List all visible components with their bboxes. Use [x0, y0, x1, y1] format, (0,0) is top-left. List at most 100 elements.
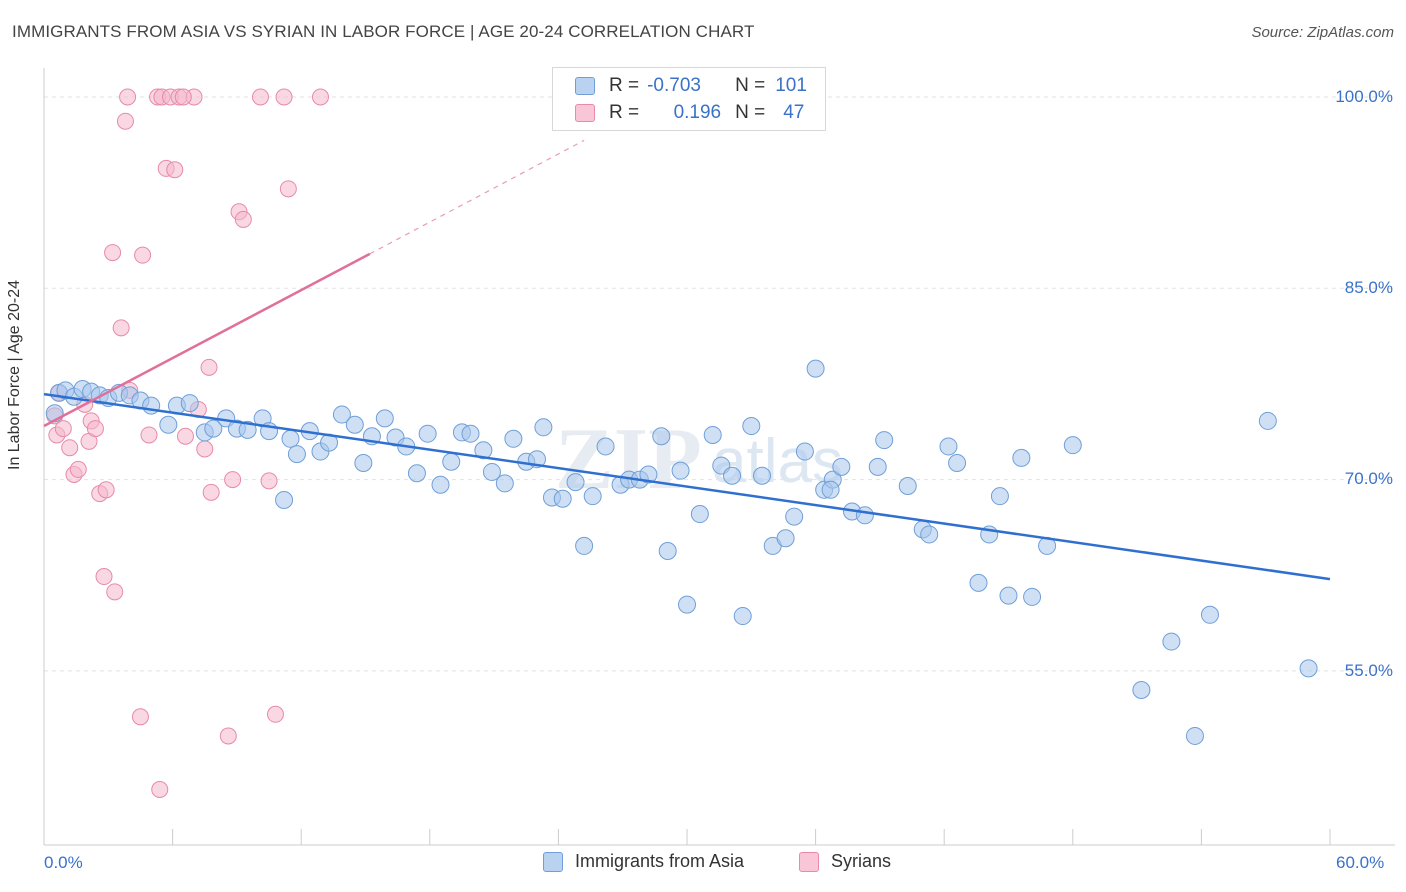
asia-point	[795, 442, 814, 461]
bottom-legend-asia: Immigrants from Asia	[543, 851, 744, 872]
legend-r-label: R =	[609, 102, 640, 123]
asia-point	[1063, 436, 1082, 455]
bottom-legend-label-asia: Immigrants from Asia	[575, 851, 745, 871]
syrians-trend-line	[43, 252, 371, 428]
syrians-point	[219, 727, 237, 745]
legend-n-label: N =	[735, 75, 766, 96]
trend-lines	[43, 139, 1331, 581]
legend-n-value: 47	[783, 102, 805, 123]
y-tick-55: 55.0%	[1344, 661, 1393, 680]
svg-text:ZIP: ZIP	[555, 411, 702, 508]
asia-point	[553, 489, 572, 508]
legend-r-value: 0.196	[673, 102, 722, 123]
asia-point	[275, 491, 294, 510]
asia-point	[407, 464, 426, 483]
asia-point	[806, 359, 825, 378]
syrians-point	[311, 88, 329, 106]
syrians-point	[202, 483, 220, 501]
syrians-point	[112, 319, 130, 337]
correlation-legend: R = -0.703 N = 101 R = 0.196 N = 47	[552, 67, 826, 131]
asia-point	[442, 452, 461, 471]
syrians-point	[61, 439, 79, 457]
asia-point	[566, 473, 585, 492]
asia-point	[281, 429, 300, 448]
asia-point	[583, 487, 602, 506]
syrians-point	[176, 427, 194, 445]
legend-swatch-blue	[575, 77, 595, 95]
x-tick-min: 0.0%	[44, 853, 83, 872]
axes	[43, 68, 1395, 846]
asia-point	[534, 418, 553, 437]
syrians-point	[200, 358, 218, 376]
asia-point	[1200, 605, 1219, 624]
syrians-point	[104, 244, 122, 262]
series-immigrants-from-asia	[45, 359, 1318, 745]
asia-point	[658, 542, 677, 561]
syrians-point	[174, 88, 192, 106]
legend-swatch-pink	[575, 104, 595, 122]
asia-point	[703, 425, 722, 444]
x-tick-max: 60.0%	[1336, 853, 1385, 872]
asia-point	[678, 595, 696, 614]
chart-title: IMMIGRANTS FROM ASIA VS SYRIAN IN LABOR …	[12, 22, 755, 41]
asia-point	[776, 529, 795, 548]
syrians-point	[279, 180, 297, 198]
y-tick-70: 70.0%	[1344, 469, 1393, 488]
syrians-point	[116, 112, 134, 130]
syrians-point	[151, 781, 169, 799]
asia-point	[495, 474, 514, 493]
syrians-point	[234, 210, 252, 228]
asia-point	[652, 427, 671, 446]
syrians-point	[251, 88, 269, 106]
asia-point	[785, 507, 804, 526]
y-tick-100: 100.0%	[1335, 87, 1393, 106]
syrians-point	[140, 426, 158, 444]
asia-point	[287, 445, 306, 464]
asia-point	[868, 457, 887, 476]
asia-point	[969, 573, 988, 592]
legend-row-asia: R = -0.703 N = 101	[575, 74, 807, 98]
asia-point	[354, 454, 373, 473]
asia-point	[671, 461, 690, 480]
asia-point	[821, 480, 840, 499]
asia-point	[1185, 726, 1204, 745]
asia-point	[939, 437, 958, 456]
syrians-point	[166, 161, 184, 179]
bottom-legend-swatch-blue	[543, 851, 563, 872]
asia-point	[1299, 659, 1318, 678]
asia-point	[238, 420, 257, 439]
syrians-point	[196, 440, 214, 458]
syrians-point	[131, 708, 149, 726]
asia-point	[332, 405, 351, 424]
asia-point	[855, 506, 874, 525]
syrians-point	[106, 583, 124, 601]
asia-point	[596, 437, 615, 456]
syrians-point	[134, 246, 152, 264]
legend-r-value: -0.703	[647, 75, 701, 96]
asia-point	[639, 465, 658, 484]
syrians-point	[266, 705, 284, 723]
y-tick-85: 85.0%	[1344, 278, 1393, 297]
asia-point	[431, 475, 450, 494]
syrians-point	[275, 88, 293, 106]
asia-point	[948, 454, 967, 473]
asia-point	[753, 466, 772, 485]
asia-point	[204, 419, 223, 438]
bottom-legend-label-syrians: Syrians	[831, 851, 892, 871]
asia-point	[999, 586, 1018, 605]
asia-point	[1258, 411, 1277, 430]
legend-row-syrians: R = 0.196 N = 47	[575, 101, 804, 125]
syrians-point	[69, 460, 87, 478]
asia-point	[690, 505, 709, 524]
asia-trend-line	[43, 392, 1331, 581]
asia-point	[504, 429, 523, 448]
asia-point	[375, 409, 394, 428]
asia-point	[159, 415, 178, 434]
asia-point	[742, 417, 761, 436]
syrians-point	[95, 568, 113, 586]
asia-point	[418, 424, 437, 443]
asia-point	[1162, 632, 1181, 651]
syrians-point	[224, 471, 242, 489]
asia-point	[1023, 587, 1042, 606]
